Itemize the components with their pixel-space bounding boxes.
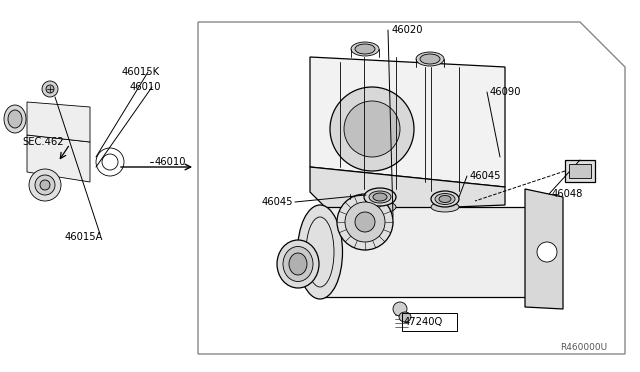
Text: 46015K: 46015K <box>122 67 160 77</box>
Circle shape <box>355 212 375 232</box>
Text: 46010: 46010 <box>155 157 186 167</box>
Text: 46090: 46090 <box>490 87 522 97</box>
Bar <box>402 313 457 331</box>
Circle shape <box>42 81 58 97</box>
Polygon shape <box>310 57 505 187</box>
Polygon shape <box>310 167 505 212</box>
Ellipse shape <box>393 302 407 316</box>
Text: 47240Q: 47240Q <box>404 317 444 327</box>
Ellipse shape <box>364 188 396 206</box>
Ellipse shape <box>355 44 375 54</box>
Circle shape <box>337 194 393 250</box>
Polygon shape <box>525 189 563 309</box>
Ellipse shape <box>373 193 387 201</box>
Text: 46045: 46045 <box>262 197 294 207</box>
Bar <box>569 164 591 178</box>
Circle shape <box>46 85 54 93</box>
Ellipse shape <box>416 52 444 66</box>
Ellipse shape <box>431 191 459 207</box>
Text: SEC.462: SEC.462 <box>22 137 63 147</box>
Ellipse shape <box>289 253 307 275</box>
Ellipse shape <box>439 196 451 202</box>
Text: 46015A: 46015A <box>65 232 104 242</box>
Ellipse shape <box>4 105 26 133</box>
Ellipse shape <box>431 202 459 212</box>
Ellipse shape <box>8 110 22 128</box>
Text: R460000U: R460000U <box>560 343 607 352</box>
Ellipse shape <box>435 193 455 205</box>
Ellipse shape <box>277 240 319 288</box>
Polygon shape <box>27 135 90 182</box>
Ellipse shape <box>369 191 391 203</box>
Text: 46010: 46010 <box>130 82 161 92</box>
Polygon shape <box>198 22 625 354</box>
Circle shape <box>344 101 400 157</box>
Ellipse shape <box>283 247 313 282</box>
Ellipse shape <box>420 54 440 64</box>
Polygon shape <box>320 207 530 297</box>
Text: 46045: 46045 <box>470 171 502 181</box>
Circle shape <box>35 175 55 195</box>
Circle shape <box>29 169 61 201</box>
Polygon shape <box>27 102 90 142</box>
Ellipse shape <box>298 205 342 299</box>
Circle shape <box>537 242 557 262</box>
Ellipse shape <box>351 42 379 56</box>
Circle shape <box>330 87 414 171</box>
Text: 46020: 46020 <box>392 25 424 35</box>
Circle shape <box>40 180 50 190</box>
Circle shape <box>345 202 385 242</box>
Ellipse shape <box>399 312 411 322</box>
Bar <box>565 160 595 182</box>
Ellipse shape <box>364 201 396 213</box>
Text: 46048: 46048 <box>552 189 584 199</box>
